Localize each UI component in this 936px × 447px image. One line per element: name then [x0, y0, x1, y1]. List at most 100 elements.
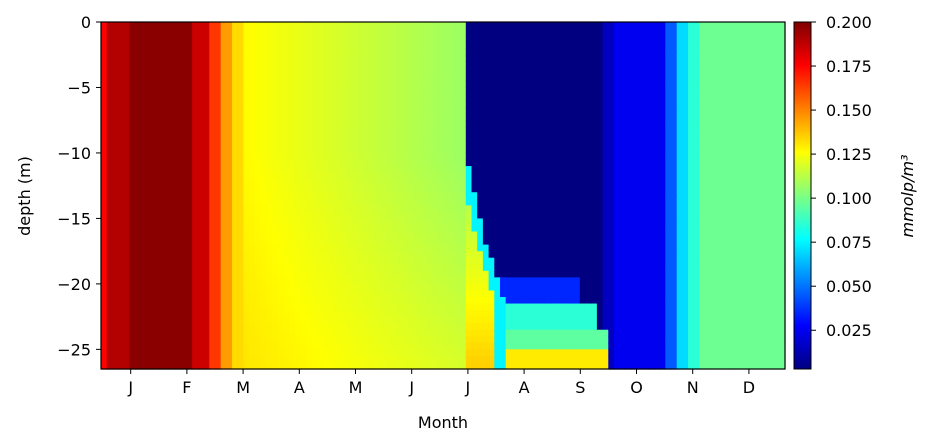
- heatmap-cell: [357, 28, 364, 36]
- heatmap-cell: [431, 133, 438, 141]
- heatmap-cell: [317, 172, 324, 180]
- heatmap-cell: [146, 192, 153, 200]
- heatmap-cell: [311, 22, 319, 30]
- heatmap-cell: [443, 198, 450, 206]
- heatmap-cell: [619, 270, 626, 278]
- heatmap-cell: [386, 54, 393, 62]
- heatmap-cell: [226, 152, 233, 161]
- heatmap-cell: [460, 159, 467, 167]
- heatmap-cell: [420, 179, 427, 187]
- heatmap-cell: [123, 166, 131, 174]
- heatmap-cell: [448, 257, 455, 265]
- heatmap-cell: [614, 48, 621, 56]
- heatmap-cell: [465, 192, 473, 200]
- heatmap-cell: [562, 316, 569, 324]
- heatmap-cell: [500, 251, 507, 259]
- heatmap-cell: [460, 283, 467, 292]
- heatmap-cell: [625, 277, 632, 285]
- heatmap-cell: [192, 224, 199, 233]
- heatmap-cell: [254, 342, 262, 350]
- heatmap-cell: [289, 152, 296, 161]
- heatmap-cell: [465, 251, 473, 259]
- heatmap-cell: [585, 166, 592, 174]
- heatmap-cell: [180, 94, 188, 102]
- heatmap-cell: [414, 251, 421, 259]
- heatmap-cell: [517, 264, 524, 272]
- heatmap-cell: [631, 139, 638, 147]
- heatmap-cell: [539, 172, 547, 180]
- heatmap-cell: [625, 166, 632, 174]
- heatmap-cell: [545, 172, 552, 180]
- heatmap-cell: [192, 310, 199, 318]
- heatmap-cell: [471, 133, 478, 141]
- heatmap-cell: [562, 205, 569, 213]
- heatmap-cell: [585, 270, 592, 278]
- heatmap-cell: [482, 146, 490, 154]
- heatmap-cell: [602, 179, 609, 187]
- heatmap-cell: [300, 61, 307, 69]
- heatmap-cell: [591, 257, 598, 265]
- heatmap-cell: [289, 303, 296, 311]
- heatmap-cell: [197, 231, 205, 239]
- heatmap-cell: [460, 28, 467, 36]
- heatmap-cell: [505, 355, 512, 364]
- heatmap-cell: [534, 100, 541, 108]
- heatmap-cell: [465, 185, 473, 193]
- heatmap-cell: [414, 205, 421, 213]
- heatmap-cell: [562, 35, 569, 43]
- heatmap-cell: [374, 244, 381, 252]
- heatmap-cell: [482, 303, 490, 311]
- heatmap-cell: [163, 94, 170, 102]
- heatmap-cell: [118, 205, 125, 213]
- heatmap-cell: [294, 67, 302, 75]
- heatmap-cell: [363, 244, 370, 252]
- heatmap-cell: [237, 277, 245, 285]
- heatmap-cell: [323, 257, 330, 265]
- heatmap-cell: [266, 244, 273, 252]
- heatmap-cell: [215, 257, 222, 265]
- heatmap-cell: [534, 251, 541, 259]
- heatmap-cell: [311, 205, 319, 213]
- heatmap-cell: [488, 80, 495, 89]
- heatmap-cell: [317, 342, 324, 350]
- heatmap-cell: [340, 172, 347, 180]
- heatmap-cell: [158, 342, 165, 350]
- heatmap-cell: [237, 238, 245, 246]
- heatmap-cell: [272, 270, 279, 278]
- heatmap-cell: [437, 211, 444, 220]
- heatmap-cell: [123, 192, 131, 200]
- heatmap-cell: [106, 28, 113, 36]
- heatmap-cell: [260, 257, 267, 265]
- heatmap-cell: [386, 28, 393, 36]
- heatmap-cell: [289, 238, 296, 246]
- heatmap-cell: [112, 146, 119, 154]
- heatmap-cell: [140, 323, 148, 331]
- heatmap-cell: [140, 277, 148, 285]
- heatmap-cell: [329, 349, 336, 357]
- heatmap-cell: [266, 133, 273, 141]
- heatmap-cell: [585, 120, 592, 128]
- heatmap-cell: [551, 126, 558, 134]
- heatmap-cell: [192, 270, 199, 278]
- heatmap-cell: [106, 107, 113, 115]
- heatmap-cell: [494, 192, 501, 200]
- heatmap-cell: [289, 146, 296, 154]
- heatmap-cell: [266, 192, 273, 200]
- heatmap-cell: [471, 54, 478, 62]
- heatmap-cell: [420, 355, 427, 364]
- heatmap-cell: [266, 296, 273, 305]
- heatmap-cell: [568, 224, 575, 233]
- heatmap-cell: [169, 172, 176, 180]
- heatmap-cell: [431, 22, 438, 30]
- heatmap-cell: [454, 87, 461, 95]
- heatmap-cell: [602, 22, 609, 30]
- heatmap-cell: [300, 224, 307, 233]
- heatmap-cell: [237, 192, 245, 200]
- heatmap-cell: [197, 211, 205, 220]
- heatmap-cell: [180, 74, 188, 82]
- heatmap-cell: [522, 329, 530, 337]
- heatmap-cell: [186, 54, 193, 62]
- heatmap-cell: [351, 120, 359, 128]
- heatmap-cell: [135, 133, 142, 141]
- heatmap-cell: [397, 270, 404, 278]
